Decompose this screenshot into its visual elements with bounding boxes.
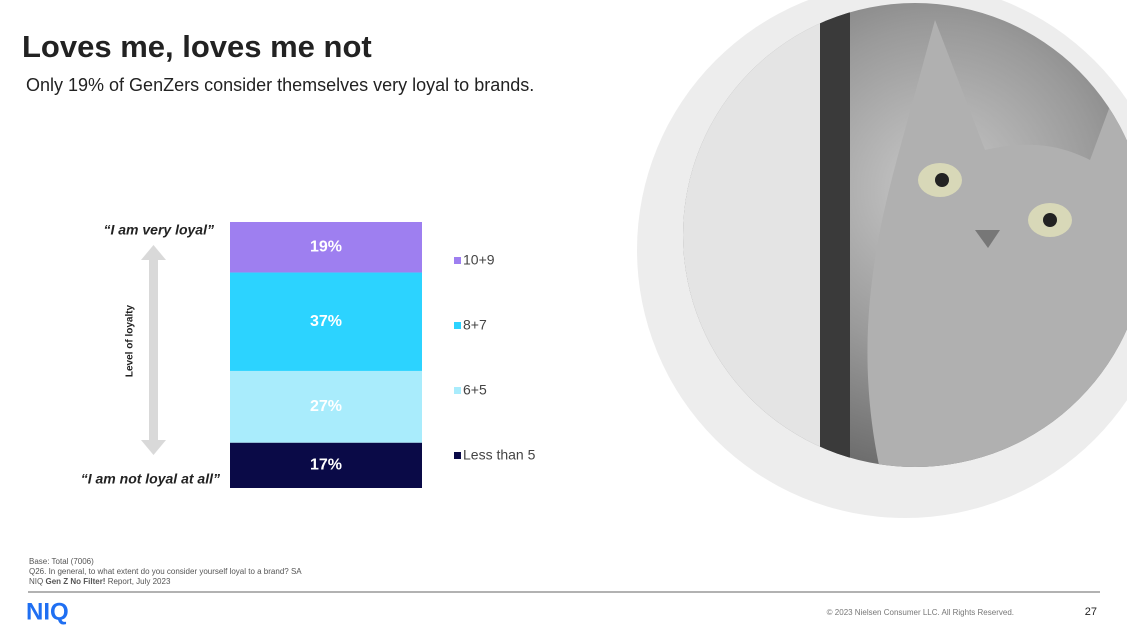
data-label: 19% <box>310 238 342 255</box>
legend-swatch <box>454 387 461 394</box>
photo <box>637 0 1127 518</box>
copyright: © 2023 Nielsen Consumer LLC. All Rights … <box>827 608 1014 617</box>
legend-swatch <box>454 452 461 459</box>
annotation: “I am very loyal” <box>103 222 214 238</box>
legend-label: 6+5 <box>463 382 487 398</box>
legend-label: 10+9 <box>463 252 495 268</box>
loyalty-arrow <box>141 245 166 455</box>
source-text: NIQ <box>29 577 43 586</box>
bar-segment <box>230 272 422 371</box>
legend-label: Less than 5 <box>463 447 536 463</box>
logo: NIQ <box>26 598 69 625</box>
source-text: Gen Z No Filter! <box>45 577 105 586</box>
data-label: 37% <box>310 313 342 330</box>
annotation: “I am not loyal at all” <box>81 471 220 487</box>
bar-segment <box>230 370 422 443</box>
legend-label: 8+7 <box>463 317 487 333</box>
bar-segment <box>230 222 422 273</box>
subtitle: Only 19% of GenZers consider themselves … <box>26 75 534 95</box>
data-label: 17% <box>310 457 342 474</box>
legend-swatch <box>454 257 461 264</box>
axis-label: Level of loyalty <box>125 304 136 377</box>
footnote: Base: Total (7006) <box>29 557 94 566</box>
source-text: Report, July 2023 <box>108 577 171 586</box>
bar-segment <box>230 442 422 488</box>
footnote: Q26. In general, to what extent do you c… <box>29 567 302 576</box>
page-number: 27 <box>1085 606 1097 618</box>
source: NIQ Gen Z No Filter! Report, July 2023 <box>29 577 171 586</box>
chart: 19% 10+9 37% 8+7 27% 6+5 17% Less than 5 <box>230 222 536 488</box>
legend-swatch <box>454 322 461 329</box>
title: Loves me, loves me not <box>22 29 372 64</box>
data-label: 27% <box>310 398 342 415</box>
